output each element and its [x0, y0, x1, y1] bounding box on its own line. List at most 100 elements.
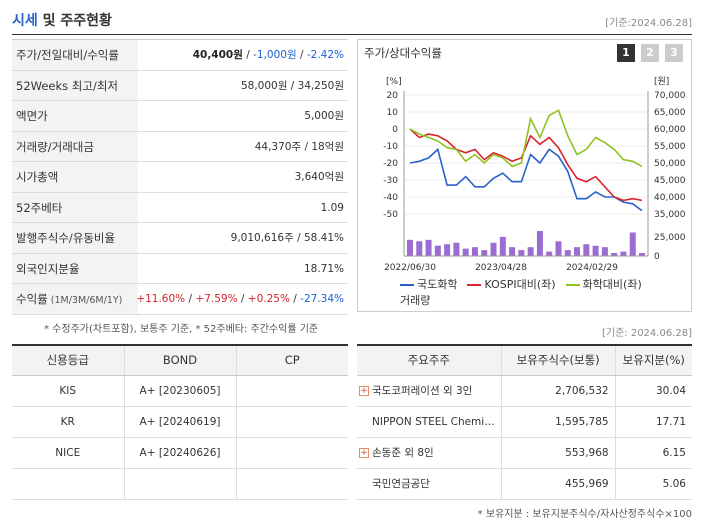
series-line-2 — [409, 109, 643, 168]
info-value: 3,640억원 — [295, 162, 344, 192]
info-value-text: 5,000원 — [304, 110, 344, 122]
info-label: 시가총액 — [12, 162, 138, 192]
expand-icon[interactable]: + — [359, 447, 369, 458]
volume-bar — [444, 244, 451, 256]
rating-agency: NICE — [12, 437, 124, 469]
volume-bar — [416, 241, 423, 256]
info-value-text: 18.71% — [303, 262, 344, 275]
info-value: 9,010,616주 / 58.41% — [231, 223, 344, 253]
info-label: 외국인지분율 — [12, 253, 138, 283]
rating-bond: A+ [20230605] — [123, 375, 236, 407]
info-row: 주가/전일대비/수익률 40,400원 / -1,000원 / -2.42% — [12, 40, 348, 71]
info-row: 외국인지분율 18.71% — [12, 253, 348, 284]
separator: / — [188, 293, 196, 305]
info-label: 주가/전일대비/수익률 — [12, 40, 138, 70]
table-row: + 손동준 외 8인 553,968 6.15 — [357, 437, 692, 469]
info-label-text: 시가총액 — [16, 170, 59, 184]
legend-item: KOSPI대비(좌) — [467, 276, 556, 292]
right-tick: 65,000 — [654, 108, 686, 118]
rating-agency: KIS — [12, 375, 124, 407]
holder-pct: 17.71 — [614, 406, 692, 438]
info-label-text: 외국인지분율 — [16, 261, 80, 276]
left-tick: -30 — [383, 176, 398, 186]
legend-swatch — [565, 284, 580, 286]
return-value: +11.60% — [136, 293, 186, 305]
info-label-text: 주가/전일대비/수익률 — [16, 48, 119, 62]
volume-bar — [564, 250, 571, 256]
volume-bar — [536, 231, 543, 256]
holder-name: NIPPON STEEL Chemi… — [372, 415, 495, 428]
right-tick: 70,000 — [654, 91, 686, 101]
info-value: 44,370주 / 18억원 — [255, 132, 344, 162]
table-header-row: 주요주주 보유주식수(보통) 보유지분(%) — [357, 345, 692, 376]
info-value-text: 3,640억원 — [294, 171, 344, 183]
volume-bar — [527, 247, 534, 256]
info-label: 52주베타 — [12, 192, 138, 222]
right-tick: 55,000 — [654, 142, 686, 152]
info-label: 수익률 (1M/3M/6M/1Y) — [12, 284, 138, 314]
legend-swatch — [467, 284, 482, 286]
right-tick: 35,000 — [654, 210, 686, 220]
expand-icon[interactable]: + — [359, 385, 369, 396]
info-value: +11.60% / +7.59% / +0.25% / -27.34% — [136, 284, 344, 314]
volume-bar — [639, 253, 645, 256]
legend-label: KOSPI대비(좌) — [484, 278, 556, 291]
left-tick: -10 — [383, 142, 398, 152]
info-label-sub: (1M/3M/6M/1Y) — [47, 295, 123, 306]
table-row: + 국도코퍼레이션 외 3인 2,706,532 30.04 — [357, 375, 692, 407]
info-row: 발행주식수/유동비율 9,010,616주 / 58.41% — [12, 223, 348, 254]
left-tick: -20 — [383, 159, 398, 169]
volume-bar — [481, 250, 488, 256]
chart-tab-2[interactable]: 2 — [641, 44, 659, 62]
table-row — [12, 468, 348, 500]
info-row: 액면가 5,000원 — [12, 101, 348, 132]
left-tick: 0 — [392, 125, 398, 135]
holder-name-cell: + 국도코퍼레이션 외 3인 — [357, 375, 502, 407]
info-footnote: * 수정주가(차트포함), 보통주 기준, * 52주베타: 주간수익률 기준 — [44, 324, 319, 335]
separator: / — [296, 49, 307, 61]
return-value: -27.34% — [300, 293, 344, 305]
info-value: 1.09 — [321, 193, 344, 223]
volume-bar — [453, 242, 460, 256]
right-tick: 45,000 — [654, 176, 686, 186]
holder-name: 국민연금공단 — [372, 478, 430, 490]
rating-bond: A+ [20240619] — [123, 406, 236, 438]
volume-bar — [546, 251, 553, 256]
volume-bar — [592, 245, 599, 256]
table-header-row: 신용등급 BOND CP — [12, 345, 348, 376]
volume-bar — [407, 239, 413, 256]
holder-name-cell: + 손동준 외 8인 — [357, 437, 502, 469]
info-label-text: 거래량/거래대금 — [16, 139, 94, 154]
separator: / — [242, 49, 254, 61]
rating-cp — [235, 468, 348, 500]
rating-cp — [235, 375, 348, 407]
info-value-text: 58,000원 / 34,250원 — [240, 79, 344, 92]
separator: / — [293, 293, 301, 305]
x-tick-label: 2023/04/28 — [475, 263, 527, 273]
header-divider — [12, 34, 692, 35]
info-label-text: 액면가 — [16, 109, 48, 123]
info-value: 18.71% — [304, 254, 344, 284]
holder-name: 국도코퍼레이션 외 3인 — [372, 385, 473, 397]
volume-bar — [471, 247, 478, 256]
chart-legend: 국도화학 KOSPI대비(좌) 화학대비(좌) — [400, 276, 652, 292]
info-label-text: 수익률 — [16, 292, 48, 306]
spacer — [359, 479, 369, 489]
right-tick: 60,000 — [654, 125, 686, 135]
left-tick: 10 — [387, 108, 399, 118]
series-line-0 — [409, 147, 643, 212]
holder-pct: 6.15 — [614, 437, 692, 469]
base-date-2: [기준: 2024.06.28] — [601, 328, 692, 339]
chart-tab-3[interactable]: 3 — [665, 44, 683, 62]
volume-tick: 0 — [654, 252, 660, 262]
right-tick: 40,000 — [654, 193, 686, 203]
chart-tab-1[interactable]: 1 — [617, 44, 635, 62]
volume-bar — [629, 232, 636, 256]
holder-name-cell: NIPPON STEEL Chemi… — [357, 406, 502, 438]
info-label: 52Weeks 최고/최저 — [12, 70, 138, 100]
info-label: 액면가 — [12, 101, 138, 131]
shareholder-table: 주요주주 보유주식수(보통) 보유지분(%) + 국도코퍼레이션 외 3인 2,706,5… — [357, 344, 692, 500]
rating-agency: KR — [12, 406, 124, 438]
info-value-text: 9,010,616주 / 58.41% — [230, 232, 344, 244]
